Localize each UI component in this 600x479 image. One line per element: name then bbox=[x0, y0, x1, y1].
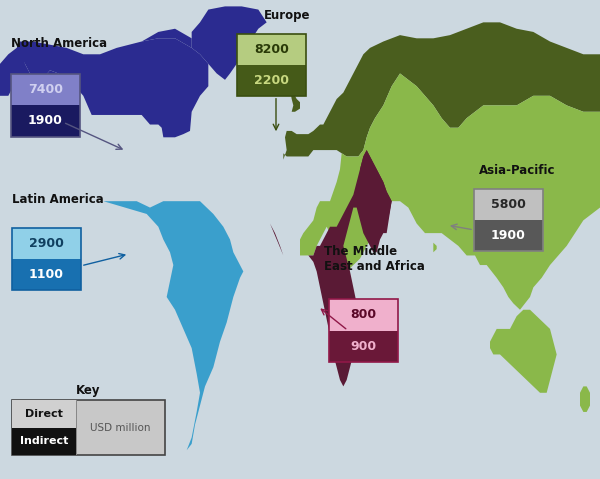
FancyBboxPatch shape bbox=[237, 34, 306, 65]
Polygon shape bbox=[360, 150, 392, 233]
FancyBboxPatch shape bbox=[12, 427, 76, 455]
FancyBboxPatch shape bbox=[12, 400, 165, 455]
Text: 800: 800 bbox=[350, 308, 376, 321]
FancyBboxPatch shape bbox=[329, 299, 398, 331]
Polygon shape bbox=[433, 243, 437, 252]
Text: Asia-Pacific: Asia-Pacific bbox=[479, 164, 556, 177]
Polygon shape bbox=[260, 61, 280, 70]
FancyBboxPatch shape bbox=[474, 220, 543, 251]
Text: Direct: Direct bbox=[25, 409, 63, 419]
Text: North America: North America bbox=[11, 37, 107, 50]
Text: USD million: USD million bbox=[91, 422, 151, 433]
Polygon shape bbox=[191, 6, 266, 80]
Text: Latin America: Latin America bbox=[12, 193, 104, 206]
FancyBboxPatch shape bbox=[11, 74, 80, 105]
Text: The Middle
East and Africa: The Middle East and Africa bbox=[324, 245, 425, 273]
Text: 1900: 1900 bbox=[28, 114, 63, 127]
Polygon shape bbox=[142, 29, 191, 48]
Text: Indirect: Indirect bbox=[20, 436, 68, 446]
Polygon shape bbox=[270, 150, 392, 387]
Text: 900: 900 bbox=[350, 340, 376, 353]
Text: 2900: 2900 bbox=[29, 237, 64, 250]
FancyBboxPatch shape bbox=[11, 105, 80, 137]
Polygon shape bbox=[0, 42, 67, 96]
FancyBboxPatch shape bbox=[12, 400, 76, 427]
Polygon shape bbox=[490, 310, 557, 393]
FancyBboxPatch shape bbox=[237, 65, 306, 96]
Text: 5800: 5800 bbox=[491, 198, 526, 211]
Polygon shape bbox=[517, 131, 540, 172]
FancyBboxPatch shape bbox=[474, 189, 543, 220]
Polygon shape bbox=[20, 38, 208, 137]
FancyBboxPatch shape bbox=[329, 331, 398, 362]
Text: 7400: 7400 bbox=[28, 83, 63, 96]
Polygon shape bbox=[370, 310, 383, 354]
Text: 1100: 1100 bbox=[29, 268, 64, 281]
Polygon shape bbox=[580, 387, 590, 412]
Polygon shape bbox=[103, 201, 244, 450]
Text: 8200: 8200 bbox=[254, 43, 289, 56]
Polygon shape bbox=[290, 86, 300, 112]
Text: Europe: Europe bbox=[264, 9, 311, 22]
Polygon shape bbox=[300, 73, 600, 310]
FancyBboxPatch shape bbox=[12, 228, 81, 259]
FancyBboxPatch shape bbox=[76, 400, 77, 455]
Text: 1900: 1900 bbox=[491, 229, 526, 242]
FancyBboxPatch shape bbox=[12, 259, 81, 290]
Text: Key: Key bbox=[76, 384, 101, 397]
Polygon shape bbox=[497, 227, 510, 252]
Text: 2200: 2200 bbox=[254, 74, 289, 87]
Polygon shape bbox=[283, 23, 600, 160]
